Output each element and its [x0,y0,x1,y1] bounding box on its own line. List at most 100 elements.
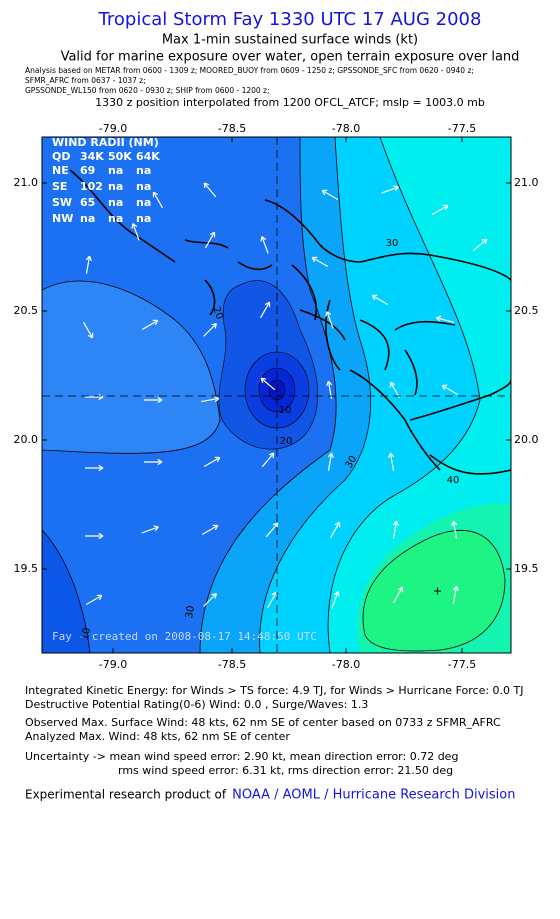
crosshair [42,137,511,653]
contour-line [259,137,372,653]
wind-arrow [381,185,399,194]
wind-arrow [472,238,488,252]
footer-line: rms wind speed error: 6.31 kt, rms direc… [118,764,453,777]
footer-line: Integrated Kinetic Energy: for Winds > T… [25,684,524,697]
wind-arrow [327,452,334,471]
analysis-line: Analysis based on METAR from 0600 - 1309… [25,66,474,75]
wind-arrow [204,231,216,249]
wind-arrow [329,521,341,539]
valid-note: Valid for marine exposure over water, op… [61,50,520,65]
contour-label: 10 [279,405,292,416]
radii-cell: na [108,164,123,177]
coastline [69,169,511,281]
radii-header: 34K [80,150,104,163]
radii-header: 64K [136,150,160,163]
wind-arrow [131,223,140,241]
wind-arrow [141,525,159,534]
radii-cell: na [136,212,151,225]
radii-cell: 65 [80,196,95,209]
wind-arrow [452,585,459,604]
contour-label: 30 [184,605,197,619]
radii-cell: na [136,180,151,193]
radii-cell: na [136,164,151,177]
lon-label: -78.0 [332,122,360,135]
radii-cell: SE [52,180,67,193]
contour-line [327,137,481,653]
wind-arrow [259,301,271,319]
wind-arrow [392,586,404,604]
contour-line [362,529,506,652]
wind-arrow [203,456,221,468]
org-link[interactable]: NOAA / AOML / Hurricane Research Divisio… [232,788,515,803]
wind-arrow [331,591,340,609]
lat-label: 20.5 [514,304,539,317]
lon-label: -79.0 [99,658,127,671]
field-band [42,281,220,454]
wind-arrow [321,189,339,201]
radii-header: QD [52,150,70,163]
footer-line: Analyzed Max. Wind: 48 kts, 62 nm SE of … [25,730,290,743]
contour-line [42,280,221,454]
radii-header: 50K [108,150,132,163]
position-note: 1330 z position interpolated from 1200 O… [95,96,485,109]
contour-label: 40 [447,475,460,486]
lat-label: 19.5 [514,562,539,575]
wind-vectors [82,182,488,609]
max-wind-marker [434,587,441,595]
wind-arrow [203,593,217,607]
wind-arrow [451,520,458,539]
radii-cell: na [80,212,95,225]
wind-arrow [389,381,401,399]
wind-arrow [203,182,217,198]
wind-arrow [311,256,329,268]
radii-cell: na [108,180,123,193]
footer-line: Destructive Potential Rating(0-6) Wind: … [25,698,368,711]
wind-arrow [441,384,459,396]
wind-arrow [431,204,449,216]
product-note: Experimental research product of [25,788,227,802]
map-frame [41,136,512,654]
lon-label: -77.5 [448,658,476,671]
lat-label: 20.5 [14,304,39,317]
wind-arrow [144,458,163,466]
wind-arrow [201,524,219,536]
radii-cell: SW [52,196,72,209]
lat-label: 21.0 [514,176,539,189]
footer-line: Observed Max. Surface Wind: 48 kts, 62 n… [25,716,501,729]
lat-label: 21.0 [14,176,39,189]
wind-arrow [203,323,217,337]
wind-arrow [325,311,334,329]
title: Tropical Storm Fay 1330 UTC 17 AUG 2008 [98,9,482,30]
wind-arrow [85,532,104,540]
wind-arrow [141,319,159,331]
lon-label: -78.5 [218,658,246,671]
lon-label: -79.0 [99,122,127,135]
field-band [42,530,90,653]
contour-label: 30 [386,238,399,249]
lon-label: -78.5 [218,122,246,135]
radii-cell: NW [52,212,73,225]
lat-label: 20.0 [514,433,539,446]
coastline [204,264,317,321]
radii-cell: na [108,196,123,209]
contour-label: 10 [80,627,93,641]
wind-arrow [261,452,275,468]
contour-line [42,529,91,653]
analysis-line: GPSSONDE_WL150 from 0620 - 0930 z; SHIP … [25,86,270,95]
lat-label: 19.5 [14,562,39,575]
wind-arrow [85,255,92,274]
radii-cell: NE [52,164,69,177]
wind-arrow [266,591,278,609]
radii-cell: na [108,212,123,225]
footer-line: Uncertainty -> mean wind speed error: 2.… [25,750,458,763]
radii-cell: na [136,196,151,209]
contour-label: 20 [210,305,225,321]
contour-label: 20 [280,436,293,447]
analysis-line: SFMR_AFRC from 0637 - 1037 z; [25,76,146,85]
radii-title: WIND RADII (NM) [52,136,159,149]
labels: -79.0 -79.0 -78.5 -78.5 -78.0 -78.0 -77.5 -77.5… [14,122,539,803]
subtitle: Max 1-min sustained surface winds (kt) [162,33,418,48]
radii-cell: 69 [80,164,95,177]
